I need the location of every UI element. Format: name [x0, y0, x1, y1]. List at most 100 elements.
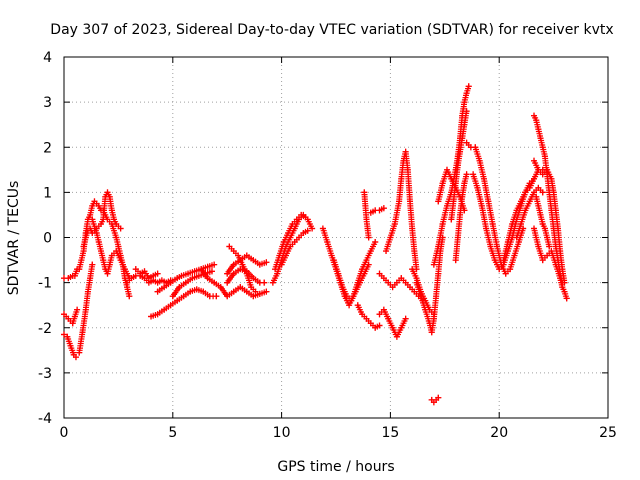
data-point [511, 252, 518, 259]
data-point [367, 209, 374, 216]
data-point [158, 277, 165, 284]
data-point [398, 324, 405, 331]
data-point [256, 261, 263, 268]
data-point [204, 263, 211, 270]
data-point [517, 220, 524, 227]
marker-trace [278, 227, 311, 268]
data-point [250, 293, 257, 300]
data-point [491, 257, 498, 264]
data-point [263, 288, 270, 295]
data-point [363, 257, 370, 264]
x-tick-label: 15 [381, 425, 399, 441]
data-point [69, 320, 76, 327]
data-point [95, 202, 102, 209]
data-point [435, 270, 442, 277]
data-point [348, 297, 355, 304]
data-point [535, 184, 542, 191]
data-point [535, 126, 542, 133]
data-point [435, 243, 442, 250]
data-point [300, 229, 307, 236]
data-point [276, 252, 283, 259]
data-point [339, 284, 346, 291]
data-point [448, 216, 455, 223]
data-point [367, 320, 374, 327]
data-point [531, 112, 538, 119]
data-point [428, 329, 435, 336]
data-point [104, 216, 111, 223]
data-point [187, 288, 194, 295]
data-point [554, 257, 561, 264]
x-tick-label: 10 [273, 425, 291, 441]
data-point [174, 275, 181, 282]
data-point [402, 315, 409, 322]
data-point [463, 90, 470, 97]
data-point [108, 252, 115, 259]
data-point [533, 117, 540, 124]
data-point [489, 220, 496, 227]
data-point [376, 270, 383, 277]
chart-title: Day 307 of 2023, Sidereal Day-to-day VTE… [50, 22, 613, 38]
data-point [324, 239, 331, 246]
data-point [161, 306, 168, 313]
data-point [185, 270, 192, 277]
data-point [182, 279, 189, 286]
data-point [82, 306, 89, 313]
data-point [287, 243, 294, 250]
data-point [393, 333, 400, 340]
data-point [224, 293, 231, 300]
data-point [376, 322, 383, 329]
data-point [430, 261, 437, 268]
data-point [426, 320, 433, 327]
data-point [461, 121, 468, 128]
data-point [117, 225, 124, 232]
data-point [548, 248, 555, 255]
series-s13 [169, 268, 215, 300]
data-point [362, 202, 369, 209]
data-point [393, 279, 400, 286]
data-point [476, 157, 483, 164]
data-point [409, 266, 416, 273]
data-point [435, 394, 442, 401]
data-point [478, 202, 485, 209]
data-point [380, 306, 387, 313]
data-point [531, 157, 538, 164]
data-point [531, 189, 538, 196]
data-point [385, 279, 392, 286]
data-point [256, 290, 263, 297]
data-point [230, 288, 237, 295]
data-point [235, 252, 242, 259]
data-point [106, 193, 113, 200]
data-point [80, 243, 87, 250]
data-point [87, 225, 94, 232]
data-point [537, 211, 544, 218]
data-point [189, 275, 196, 282]
series-s3 [61, 331, 79, 361]
series-s11 [148, 286, 220, 320]
axis-tick-labels: 0 5 10 15 20 25 -4 -3 -2 -1 0 1 2 3 4 [38, 50, 617, 441]
data-point [413, 275, 420, 282]
data-point [252, 288, 259, 295]
series-s42 [531, 112, 566, 286]
data-point [380, 275, 387, 282]
marker-trace [361, 189, 372, 241]
series-s41 [531, 225, 570, 302]
data-point [137, 270, 144, 277]
data-point [102, 266, 109, 273]
y-tick-label: 4 [43, 50, 52, 66]
data-point [217, 284, 224, 291]
data-point [330, 257, 337, 264]
data-point [504, 239, 511, 246]
data-point [272, 266, 279, 273]
data-point [465, 83, 472, 90]
data-point [411, 288, 418, 295]
data-point [546, 243, 553, 250]
data-point [89, 216, 96, 223]
x-tick-label: 20 [490, 425, 508, 441]
data-point [132, 266, 139, 273]
data-point [304, 227, 311, 234]
data-point [195, 272, 202, 279]
data-point [367, 248, 374, 255]
grid-lines [64, 57, 608, 418]
data-point [117, 252, 124, 259]
